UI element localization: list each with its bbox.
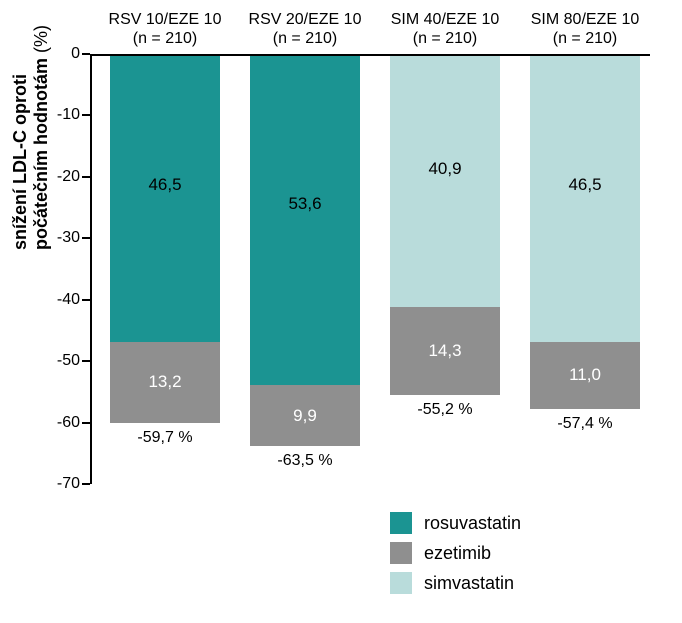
legend-item: ezetimib <box>390 542 521 564</box>
category-header-line2: (n = 210) <box>413 30 477 47</box>
bar-segment-statin-label: 46,5 <box>110 175 220 195</box>
category-header: SIM 80/EZE 10 (n = 210) <box>515 10 655 54</box>
bar-segment-ezetimib-label: 13,2 <box>110 372 220 392</box>
bar-segment-statin <box>390 56 500 307</box>
y-tick-label: -70 <box>57 475 90 493</box>
plot-area: 0-10-20-30-40-50-60-70RSV 10/EZE 10(n = … <box>90 54 650 484</box>
bar-segment-ezetimib-label: 9,9 <box>250 406 360 426</box>
bar-segment-statin-label: 40,9 <box>390 159 500 179</box>
bar: 53,6 9,9 <box>250 56 360 446</box>
category-header-line1: SIM 40/EZE 10 <box>391 11 500 28</box>
y-axis-title: snížení LDL-C oproti počátečním hodnotám… <box>10 25 52 250</box>
legend-swatch <box>390 542 412 564</box>
y-axis-title-line1: snížení LDL-C oproti <box>10 74 30 250</box>
category-header: RSV 10/EZE 10 (n = 210) <box>95 10 235 54</box>
bar-segment-statin-label: 53,6 <box>250 194 360 214</box>
y-axis-title-pct: (%) <box>31 25 51 53</box>
legend-swatch <box>390 512 412 534</box>
legend-item: simvastatin <box>390 572 521 594</box>
category-header-line1: SIM 80/EZE 10 <box>531 11 640 28</box>
category-header-line2: (n = 210) <box>273 30 337 47</box>
y-tick-label: -50 <box>57 352 90 370</box>
y-axis-line <box>90 54 92 484</box>
bar-segment-statin <box>110 56 220 342</box>
legend: rosuvastatin ezetimib simvastatin <box>390 512 521 602</box>
bar-total-label: -59,7 % <box>95 429 235 447</box>
category-header-line2: (n = 210) <box>553 30 617 47</box>
y-tick-label: -40 <box>57 291 90 309</box>
bar-segment-ezetimib-label: 11,0 <box>530 365 640 385</box>
legend-item: rosuvastatin <box>390 512 521 534</box>
y-tick-label: -10 <box>57 106 90 124</box>
bar-segment-ezetimib-label: 14,3 <box>390 341 500 361</box>
bar-total-label: -63,5 % <box>235 452 375 470</box>
bar-total-label: -55,2 % <box>375 401 515 419</box>
y-tick-label: -20 <box>57 168 90 186</box>
category-header-line1: RSV 20/EZE 10 <box>249 11 362 28</box>
bar: 46,5 11,0 <box>530 56 640 409</box>
bar-total-label: -57,4 % <box>515 415 655 433</box>
y-tick-label: -60 <box>57 414 90 432</box>
legend-label: rosuvastatin <box>424 513 521 534</box>
legend-label: ezetimib <box>424 543 491 564</box>
category-header-line1: RSV 10/EZE 10 <box>109 11 222 28</box>
bar: 40,9 14,3 <box>390 56 500 395</box>
bar: 46,5 13,2 <box>110 56 220 423</box>
ldl-reduction-chart: snížení LDL-C oproti počátečním hodnotám… <box>0 0 682 623</box>
bar-segment-statin <box>250 56 360 385</box>
legend-label: simvastatin <box>424 573 514 594</box>
y-axis-title-line2: počátečním hodnotám <box>31 58 51 250</box>
category-header: SIM 40/EZE 10 (n = 210) <box>375 10 515 54</box>
legend-swatch <box>390 572 412 594</box>
y-tick-label: -30 <box>57 229 90 247</box>
bar-segment-statin <box>530 56 640 342</box>
category-header-line2: (n = 210) <box>133 30 197 47</box>
category-header: RSV 20/EZE 10 (n = 210) <box>235 10 375 54</box>
bar-segment-statin-label: 46,5 <box>530 175 640 195</box>
y-tick-label: 0 <box>71 45 90 63</box>
